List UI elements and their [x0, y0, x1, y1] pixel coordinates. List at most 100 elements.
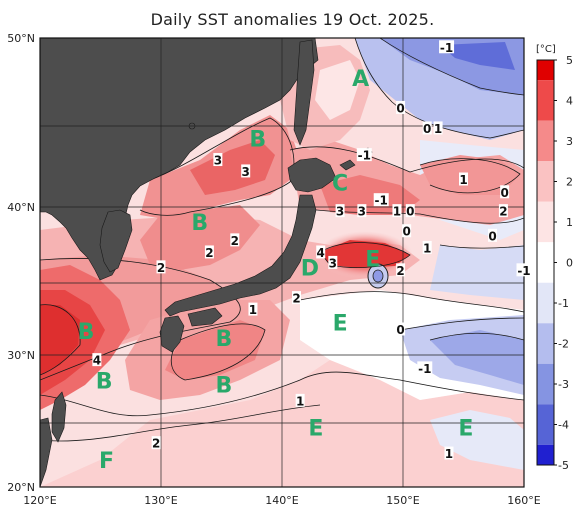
svg-text:1: 1	[296, 394, 304, 408]
region-letter: C	[332, 172, 348, 197]
svg-text:-1: -1	[418, 362, 431, 376]
svg-text:1: 1	[445, 447, 453, 461]
colorbar-tick-label: 0	[566, 257, 573, 270]
contour-value-label: 0	[500, 185, 510, 200]
contour-value-label: 1	[444, 446, 454, 461]
region-letter: B	[78, 320, 95, 345]
contour-lines	[40, 38, 524, 442]
lat-label: 40°N	[7, 201, 35, 214]
svg-text:2: 2	[292, 292, 300, 306]
svg-text:2: 2	[205, 246, 213, 260]
lon-label: 160°E	[507, 494, 540, 507]
contour-value-label: -1	[439, 40, 455, 55]
contour-value-label: 2	[230, 233, 240, 248]
svg-text:4: 4	[93, 354, 101, 368]
contour-value-label: 3	[335, 204, 345, 219]
contour-value-label: -1	[373, 193, 389, 208]
colorbar-tick-label: -5	[558, 459, 569, 472]
svg-text:0: 0	[396, 101, 404, 115]
svg-text:0: 0	[402, 225, 410, 239]
colorbar-tick-label: -1	[558, 297, 569, 310]
longitude-labels: 120°E 130°E 140°E 150°E 160°E	[23, 494, 540, 507]
contour-value-label: 1	[422, 240, 432, 255]
contour-value-label: 1	[459, 172, 468, 187]
lat-label: 50°N	[7, 32, 35, 45]
contour-value-label: 3	[241, 164, 251, 179]
lon-label: 120°E	[23, 494, 56, 507]
svg-text:0: 0	[500, 186, 508, 200]
colorbar-unit: [°C]	[536, 44, 556, 55]
svg-text:1: 1	[434, 122, 442, 136]
contour-value-label: 2	[498, 204, 508, 219]
contour-value-label: 2	[156, 260, 166, 275]
taiwan	[51, 391, 67, 443]
svg-text:4: 4	[317, 246, 325, 260]
region-letter: B	[216, 374, 233, 399]
page-title: Daily SST anomalies 19 Oct. 2025.	[150, 10, 435, 29]
svg-text:0: 0	[488, 229, 496, 243]
hokkaido	[287, 157, 337, 193]
contour-value-label: 0	[405, 204, 415, 219]
svg-text:1: 1	[423, 241, 431, 255]
kyushu	[159, 315, 185, 353]
colorbar-tick-label: 3	[566, 135, 573, 148]
contour-value-label: 0	[396, 100, 406, 115]
region-letter: E	[308, 416, 323, 441]
lon-label: 130°E	[144, 494, 177, 507]
svg-text:3: 3	[242, 165, 250, 179]
svg-text:2: 2	[499, 205, 507, 219]
contour-value-label: 2	[292, 291, 302, 306]
colorbar-band	[537, 282, 554, 324]
svg-text:2: 2	[152, 437, 160, 451]
region-letter: E	[365, 247, 380, 272]
svg-text:0: 0	[423, 122, 431, 136]
region-letter: B	[216, 327, 233, 352]
svg-text:3: 3	[214, 154, 222, 168]
contour-value-label: 0	[422, 121, 432, 136]
colorbar-tick-label: 4	[566, 95, 573, 108]
colorbar: [°C] 5 4 3 2 1 0 -1 -2 -3 -4 -5	[536, 44, 573, 472]
contour-value-label: 3	[357, 204, 367, 219]
colorbar-tick-label: -4	[558, 419, 569, 432]
lat-label: 20°N	[7, 481, 35, 494]
svg-text:2: 2	[157, 261, 165, 275]
contour-value-label: 4	[92, 353, 102, 368]
contour-value-label: 1	[248, 302, 258, 317]
colorbar-band	[537, 363, 554, 405]
colorbar-tick-label: 2	[566, 176, 573, 189]
svg-text:3: 3	[358, 205, 366, 219]
graticule	[40, 38, 524, 487]
contour-value-label: 0	[488, 228, 498, 243]
colorbar-tick-label: -3	[558, 378, 569, 391]
colorbar-tick-label: 5	[566, 54, 573, 67]
region-letter: B	[191, 211, 208, 236]
colorbar-band	[537, 120, 554, 162]
contour-value-label: 3	[213, 153, 223, 168]
contour-value-label: -1	[417, 361, 433, 376]
svg-text:0: 0	[406, 205, 414, 219]
shikoku	[187, 307, 223, 327]
region-letter: B	[96, 370, 113, 395]
colorbar-band	[537, 60, 554, 81]
contour-value-label: 0	[396, 322, 406, 337]
svg-text:1: 1	[459, 173, 467, 187]
colorbar-band	[537, 444, 554, 465]
contour-value-label: 3	[328, 255, 338, 270]
contour-value-label: -1	[356, 148, 372, 163]
sakhalin	[293, 39, 315, 146]
contour-value-label: 1	[295, 393, 305, 408]
svg-text:-1: -1	[375, 194, 388, 208]
svg-text:2: 2	[396, 264, 404, 278]
colorbar-tick-label: -2	[558, 338, 569, 351]
colorbar-band	[537, 201, 554, 243]
svg-text:3: 3	[329, 256, 337, 270]
latitude-labels: 50°N 40°N 30°N 20°N	[7, 32, 35, 494]
region-letter: F	[99, 449, 114, 474]
colorbar-band	[537, 80, 554, 121]
contour-value-label: 0	[402, 224, 412, 239]
svg-text:2: 2	[231, 234, 239, 248]
contour-value-label: 1	[392, 204, 402, 219]
contour-value-label: 1	[433, 121, 443, 136]
region-letter: D	[301, 256, 319, 281]
